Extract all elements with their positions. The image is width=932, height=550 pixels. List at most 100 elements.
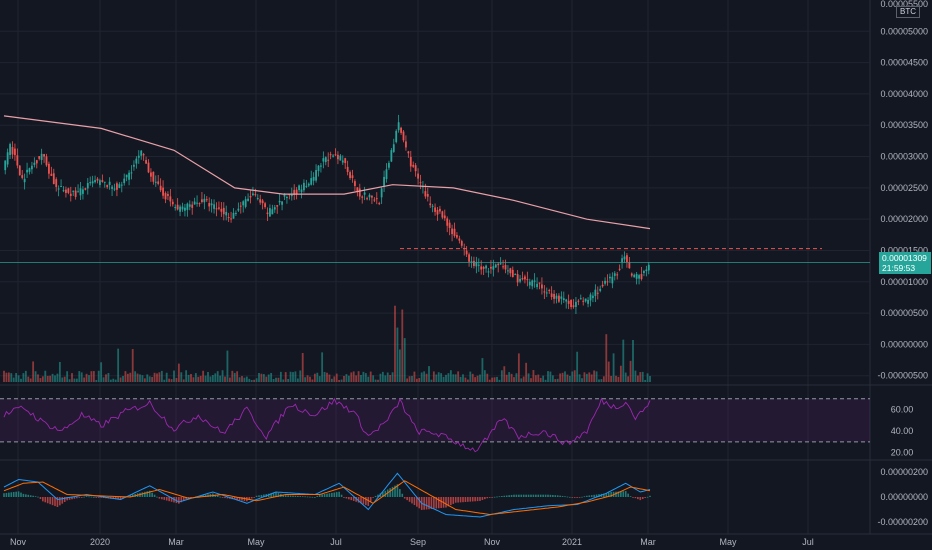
candle-body bbox=[366, 198, 368, 200]
volume-bar bbox=[544, 379, 547, 382]
candle-body bbox=[154, 181, 157, 183]
volume-bar bbox=[83, 377, 86, 382]
volume-bar bbox=[75, 378, 78, 382]
candle-body bbox=[383, 176, 385, 187]
macd-histogram-bar bbox=[457, 497, 459, 503]
candle-body bbox=[630, 273, 633, 276]
candle-body bbox=[536, 283, 538, 288]
volume-bar bbox=[41, 376, 44, 382]
candle-body bbox=[504, 264, 507, 270]
volume-bar bbox=[503, 366, 506, 382]
rsi-pane[interactable] bbox=[0, 397, 870, 453]
macd-tick-label: 0.00000200 bbox=[880, 467, 928, 477]
volume-bar bbox=[51, 373, 54, 382]
price-pane[interactable] bbox=[0, 114, 870, 382]
macd-histogram-bar bbox=[187, 497, 190, 498]
volume-bar bbox=[175, 377, 178, 382]
volume-bar bbox=[573, 370, 576, 382]
candle-body bbox=[351, 175, 354, 179]
candle-body bbox=[162, 187, 164, 196]
volume-bar bbox=[556, 378, 559, 382]
macd-histogram-bar bbox=[10, 492, 13, 497]
macd-histogram-bar bbox=[199, 495, 202, 497]
macd-histogram-bar bbox=[520, 494, 523, 497]
volume-bar bbox=[369, 371, 372, 382]
macd-histogram-bar bbox=[411, 497, 413, 504]
macd-histogram-bar bbox=[161, 497, 163, 500]
macd-histogram-bar bbox=[83, 496, 85, 498]
candle-body bbox=[247, 198, 249, 201]
volume-bar bbox=[102, 377, 105, 382]
macd-histogram-bar bbox=[513, 494, 515, 497]
macd-pane[interactable] bbox=[3, 472, 651, 518]
volume-bar bbox=[595, 371, 598, 382]
volume-bar bbox=[496, 376, 498, 382]
volume-bar bbox=[143, 378, 146, 382]
candle-body bbox=[261, 200, 264, 204]
volume-bar bbox=[165, 372, 168, 382]
candle-body bbox=[363, 192, 366, 195]
volume-bar bbox=[250, 379, 253, 382]
candle-body bbox=[220, 208, 223, 212]
volume-bar bbox=[403, 338, 406, 382]
macd-histogram-bar bbox=[328, 493, 331, 497]
volume-bar bbox=[491, 377, 494, 382]
candle-body bbox=[82, 189, 84, 194]
candle-body bbox=[181, 206, 184, 210]
volume-bar bbox=[27, 376, 30, 382]
candle-body bbox=[312, 176, 315, 181]
candle-body bbox=[361, 196, 364, 198]
volume-bar bbox=[316, 372, 319, 382]
candle-body bbox=[11, 147, 14, 155]
currency-badge[interactable]: BTC bbox=[896, 6, 920, 18]
macd-histogram-bar bbox=[73, 497, 76, 499]
candle-body bbox=[327, 159, 330, 161]
volume-bar bbox=[301, 353, 304, 382]
candle-body bbox=[565, 299, 568, 302]
candle-body bbox=[264, 203, 266, 208]
candle-body bbox=[120, 184, 123, 186]
macd-histogram-bar bbox=[549, 494, 552, 497]
candle-body bbox=[276, 205, 279, 207]
candle-body bbox=[643, 271, 645, 274]
volume-bar bbox=[583, 372, 586, 382]
volume-bar bbox=[323, 371, 326, 382]
candle-body bbox=[414, 165, 417, 172]
candle-body bbox=[55, 179, 58, 187]
macd-histogram-bar bbox=[571, 497, 574, 498]
candle-body bbox=[196, 202, 198, 204]
volume-bar bbox=[343, 375, 345, 382]
macd-histogram-bar bbox=[289, 495, 292, 497]
candle-body bbox=[346, 166, 349, 172]
volume-bar bbox=[177, 363, 180, 382]
candle-body bbox=[354, 181, 356, 187]
macd-histogram-bar bbox=[131, 494, 134, 497]
macd-histogram-bar bbox=[362, 497, 365, 505]
macd-histogram-bar bbox=[253, 497, 255, 498]
candle-body bbox=[621, 258, 623, 263]
candle-body bbox=[230, 218, 232, 220]
macd-histogram-bar bbox=[294, 495, 297, 497]
volume-bar bbox=[284, 372, 287, 382]
candle-body bbox=[468, 254, 470, 262]
candle-body bbox=[159, 185, 162, 191]
candle-body bbox=[300, 189, 303, 193]
candle-body bbox=[317, 165, 320, 172]
macd-histogram-bar bbox=[452, 497, 455, 504]
macd-histogram-bar bbox=[425, 497, 428, 510]
volume-bar bbox=[488, 379, 491, 382]
candle-body bbox=[218, 207, 220, 209]
macd-histogram-bar bbox=[559, 495, 561, 497]
volume-bar bbox=[265, 376, 268, 382]
candle-body bbox=[378, 203, 381, 205]
macd-histogram-bar bbox=[408, 497, 411, 502]
macd-histogram-bar bbox=[224, 497, 226, 499]
macd-histogram-bar bbox=[34, 496, 37, 498]
volume-bar bbox=[100, 362, 103, 382]
macd-histogram-bar bbox=[42, 497, 44, 502]
volume-bar bbox=[428, 366, 430, 382]
macd-histogram-bar bbox=[496, 496, 498, 498]
macd-histogram-bar bbox=[168, 497, 170, 502]
candle-body bbox=[558, 295, 560, 302]
